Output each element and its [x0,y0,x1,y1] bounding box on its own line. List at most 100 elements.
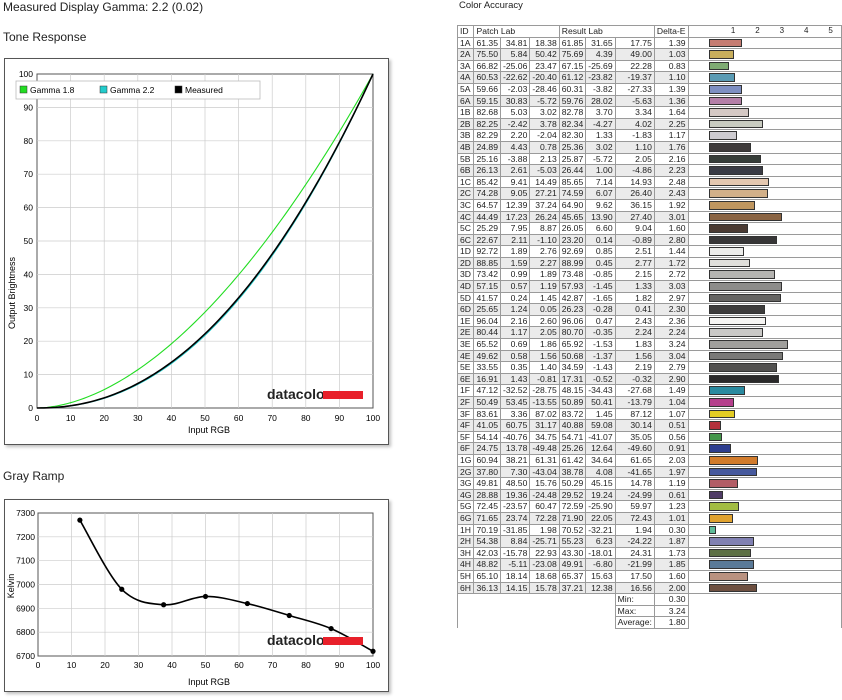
y-axis-label: Output Brightness [7,256,17,329]
delta-e-bar-cell [687,129,842,142]
result-lab-value: 3.02 [585,140,616,154]
patch-lab-value: 0.35 [499,361,531,374]
delta-e-bar [708,189,768,198]
delta-e-bar [708,84,743,94]
result-lab-value: -1.65 [585,291,616,305]
result-lab-value: -0.32 [614,372,655,386]
patch-lab-value: 18.38 [529,36,560,50]
result-lab-value: 1.00 [585,164,616,177]
result-lab-value: 36.15 [614,198,655,212]
result-lab-value: 74.59 [558,187,587,200]
patch-lab-value: -32.52 [499,384,531,397]
y-tick-label: 0 [28,403,33,413]
patch-id: 4E [456,349,475,363]
patch-id: 2H [456,535,475,548]
result-lab-value: 17.75 [614,36,655,50]
result-lab-value: 17.31 [558,372,587,386]
delta-e-value: 2.48 [653,175,689,189]
patch-lab-value: 88.85 [473,256,501,270]
y-axis-label: Kelvin [6,574,16,599]
delta-e-value: 0.61 [653,488,689,502]
table-row: 4B 24.89 4.43 0.78 25.36 3.02 1.10 1.76 [456,140,842,154]
patch-lab-value: 24.75 [473,442,501,455]
patch-lab-value: 82.25 [473,117,501,131]
x-axis-label: Input RGB [188,677,230,687]
y-tick-label: 20 [24,336,34,346]
result-lab-value: -0.35 [585,326,616,340]
patch-lab-value: 1.40 [529,361,560,374]
delta-e-bar [708,398,734,407]
result-lab-value: 6.07 [585,187,616,200]
result-lab-value: 4.02 [614,117,655,131]
table-row: 3H 42.03 -15.78 22.93 43.30 -18.01 24.31 1.73 [456,546,842,560]
delta-e-bar-cell [687,152,842,166]
patch-lab-value: -49.48 [529,442,560,455]
result-lab-value: 0.45 [585,256,616,270]
table-row: 6H 36.13 14.15 15.78 37.21 12.38 16.56 2.00 [456,581,842,595]
patch-lab-value: 15.78 [529,581,560,595]
patch-id: 6A [456,94,475,108]
table-row: 2E 80.44 1.17 2.05 80.70 -0.35 2.24 2.24 [456,326,842,340]
table-row: 2B 82.25 -2.42 3.78 82.34 -4.27 4.02 2.25 [456,117,842,131]
delta-e-bar [708,537,755,546]
patch-id: 1E [456,314,475,328]
delta-e-bar [708,50,734,59]
patch-id: 3F [456,407,475,421]
result-lab-value: 72.59 [558,500,587,513]
patch-lab-value: 22.67 [473,233,501,247]
result-lab-value: 23.20 [558,233,587,247]
result-lab-value: 59.76 [558,94,587,108]
result-lab-value: 65.92 [558,338,587,351]
patch-lab-value: -25.71 [529,535,560,548]
table-row: 2F 50.49 53.45 -13.55 50.89 50.41 -13.79 1.04 [456,396,842,409]
patch-lab-value: 27.21 [529,187,560,200]
summary-bar-spacer [687,605,842,617]
y-tick-label: 6900 [16,603,35,613]
table-row: 2C 74.28 9.05 27.21 74.59 6.07 26.40 2.43 [456,187,842,200]
result-lab-value: 40.88 [558,419,587,432]
delta-e-value: 0.51 [653,419,689,432]
data-point [328,625,334,632]
delta-e-bar-cell [687,106,842,119]
delta-e-bar-cell [687,500,842,513]
delta-e-bar-cell [687,94,842,108]
patch-lab-value: 8.87 [529,222,560,235]
patch-lab-value: 5.84 [499,48,531,61]
patch-id: 1A [456,36,475,50]
result-lab-value: 25.36 [558,140,587,154]
result-lab-value: 14.93 [614,175,655,189]
patch-id: 5A [456,82,475,96]
result-lab-value: 17.50 [614,569,655,583]
patch-lab-value: 59.66 [473,82,501,96]
patch-lab-value: -2.04 [529,129,560,142]
summary-value: 1.80 [653,616,689,629]
patch-lab-value: 9.41 [499,175,531,189]
table-row: 6D 25.65 1.24 0.05 26.23 -0.28 0.41 2.30 [456,303,842,316]
result-lab-value: 26.40 [614,187,655,200]
patch-id: 6D [456,303,475,316]
x-tick-label: 90 [335,413,345,423]
delta-e-bar [708,386,745,395]
delta-e-bar [708,131,738,140]
patch-id: 4G [456,488,475,502]
patch-lab-value: 41.05 [473,419,501,432]
summary-spacer [457,593,616,606]
patch-lab-value: 1.17 [499,326,531,340]
result-lab-value: 54.71 [558,430,587,444]
patch-lab-value: 28.88 [473,488,501,502]
legend-swatch [174,85,183,94]
table-row: 4E 49.62 0.58 1.56 50.68 -1.37 1.56 3.04 [456,349,842,363]
result-lab-value: 9.62 [585,198,616,212]
result-lab-value: 12.64 [585,442,616,455]
delta-e-value: 1.76 [653,140,689,154]
result-lab-value: 88.99 [558,256,587,270]
patch-lab-value: 23.47 [529,59,560,73]
patch-lab-value: 7.95 [499,222,531,235]
table-row: 1A 61.35 34.81 18.38 61.85 31.65 17.75 1.39 [456,36,842,50]
patch-lab-value: -5.03 [529,164,560,177]
y-tick-label: 100 [19,69,33,79]
delta-e-value: 1.03 [653,48,689,61]
delta-e-value: 0.56 [653,430,689,444]
result-lab-value: 61.65 [614,453,655,467]
patch-lab-value: 48.50 [499,477,531,490]
